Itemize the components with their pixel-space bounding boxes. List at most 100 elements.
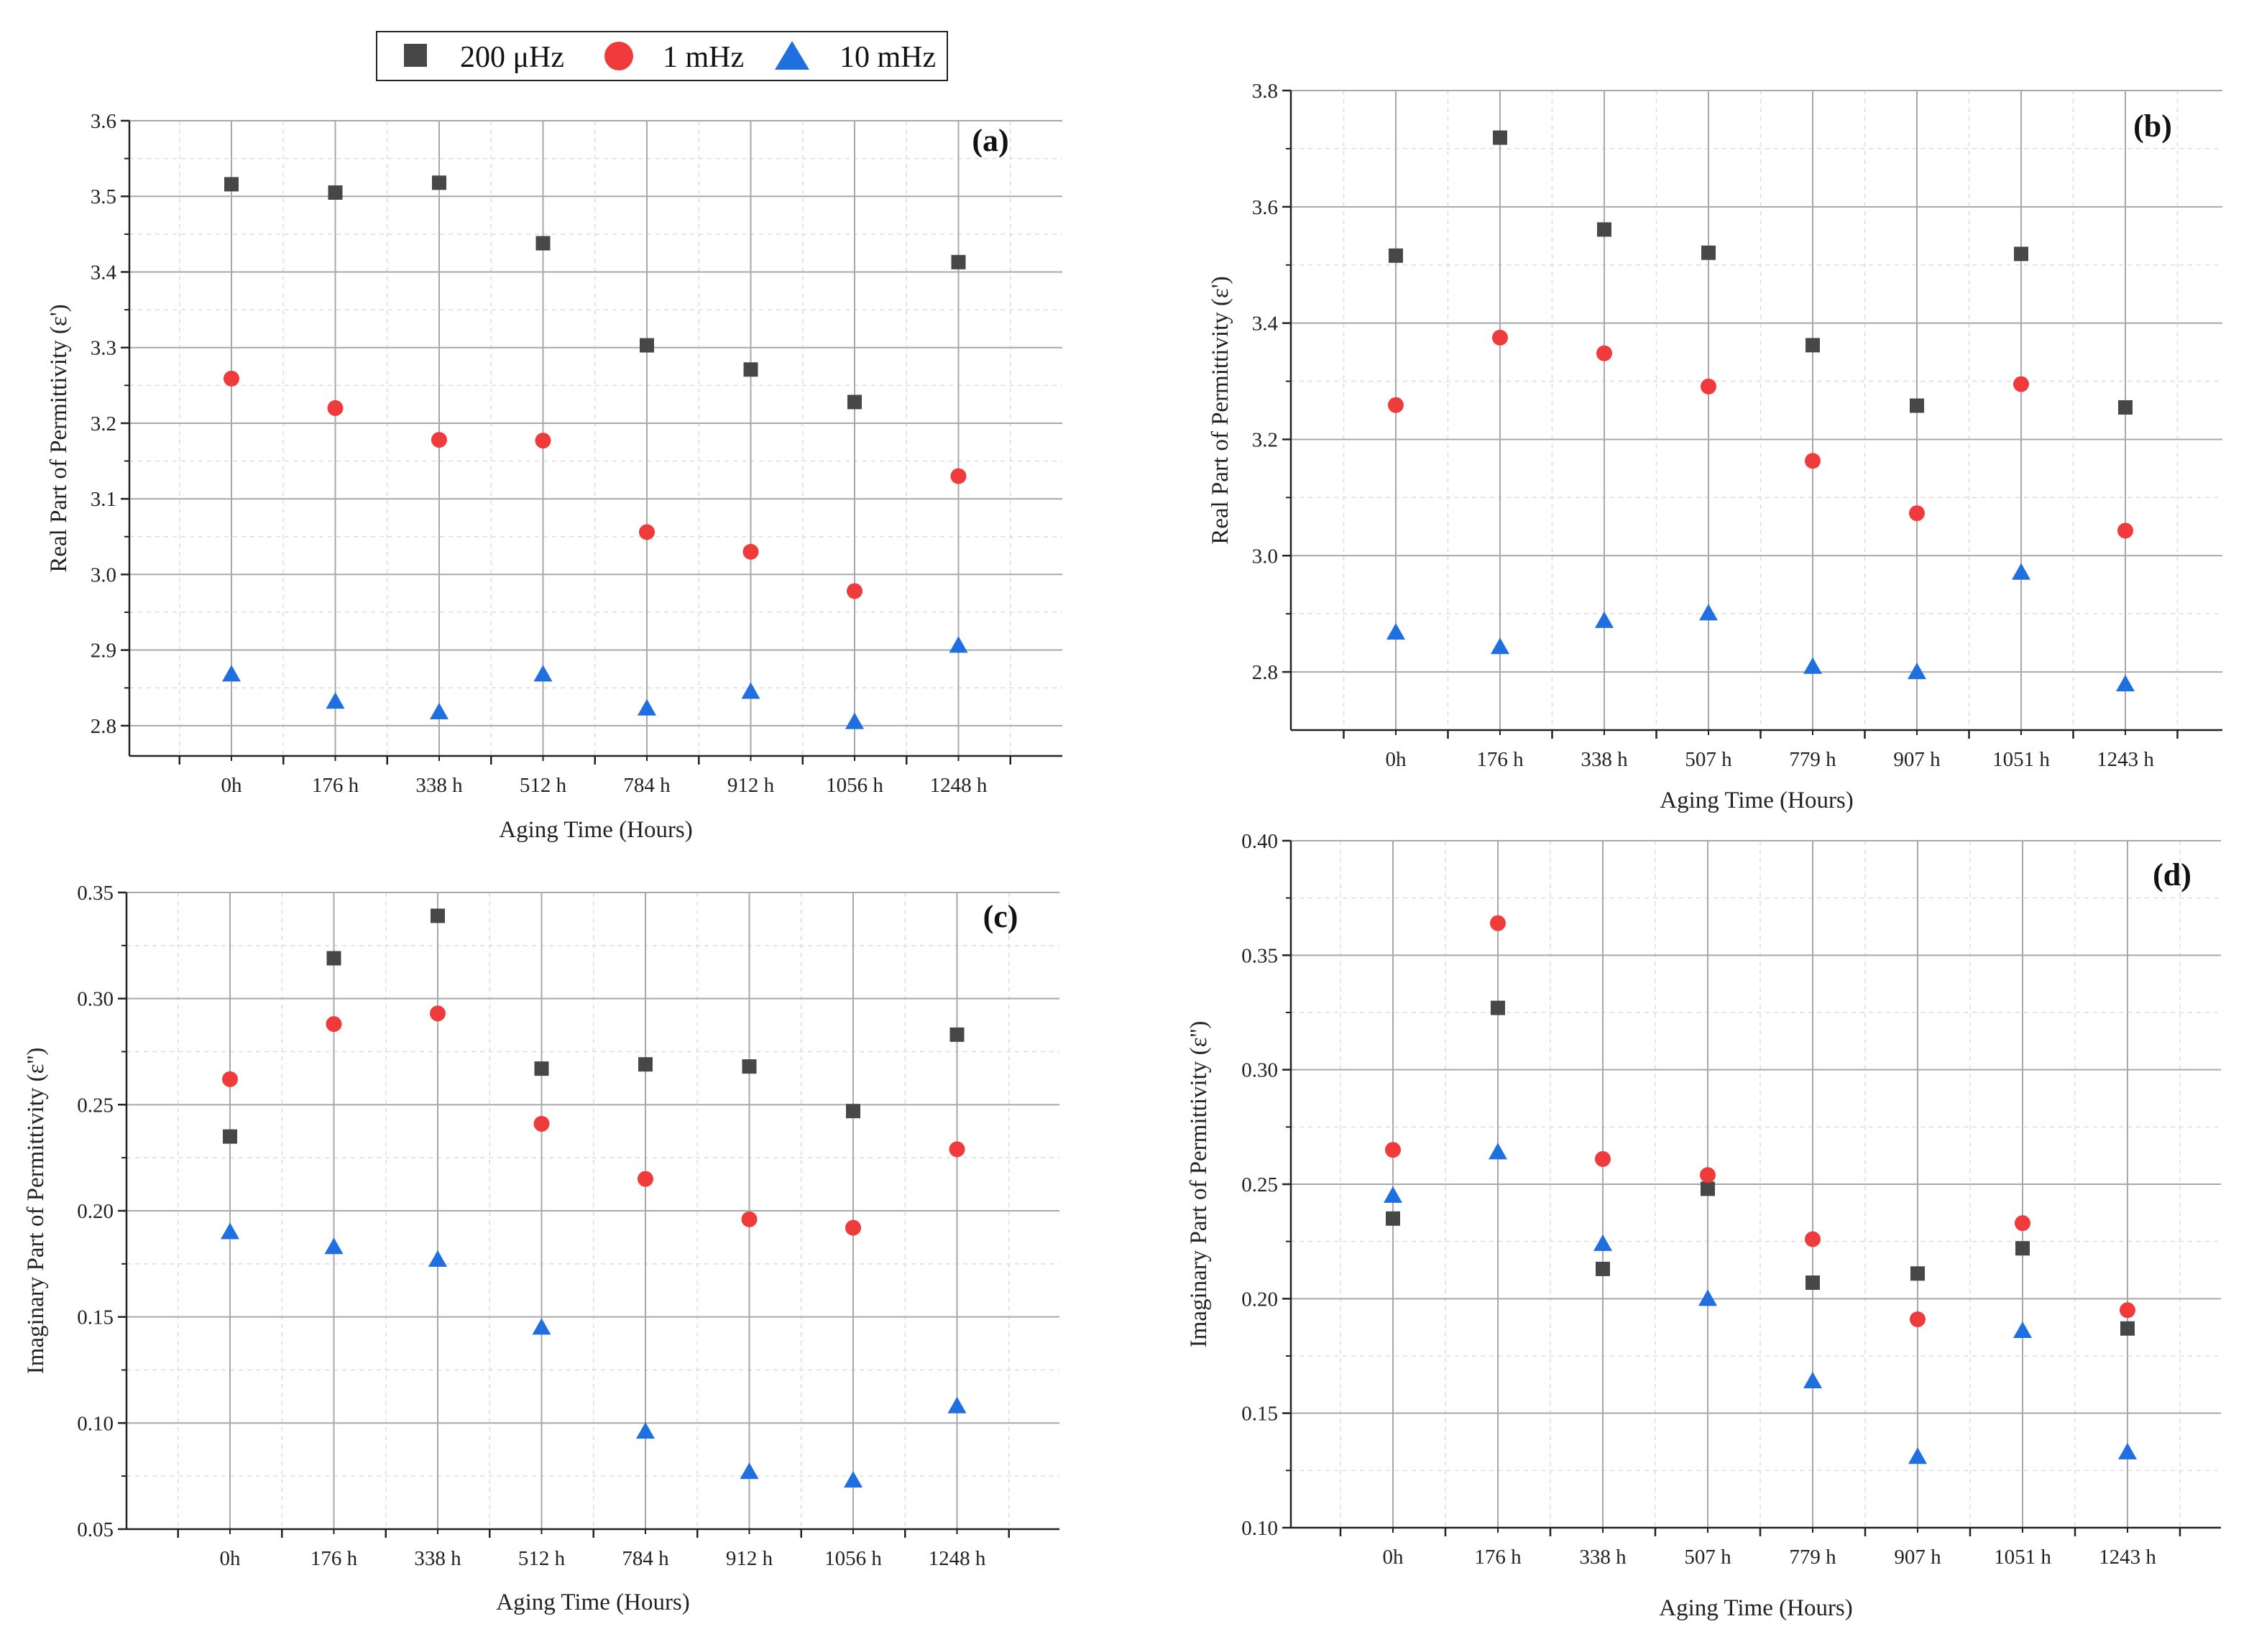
data-point-200-uhz <box>1597 222 1611 237</box>
legend-marker-triangle <box>775 41 809 70</box>
y-tick-label: 0.10 <box>1241 1517 1278 1540</box>
data-point-200-uhz <box>224 177 239 192</box>
y-tick-label: 0.30 <box>1241 1059 1278 1082</box>
x-axis-label: Aging Time (Hours) <box>1660 788 1854 813</box>
y-tick-label: 0.25 <box>1241 1173 1278 1196</box>
data-point-1-mhz <box>222 1071 238 1087</box>
x-tick-label: 1243 h <box>2097 748 2154 771</box>
data-point-10-mhz <box>2012 563 2030 580</box>
data-point-10-mhz <box>222 665 241 682</box>
data-point-10-mhz <box>326 692 345 709</box>
chart-panel-d: 0.10 0.15 0.20 0.25 0.30 0.35 0.40 0h 176 h 338 h… <box>1186 830 2221 1621</box>
data-point-10-mhz <box>221 1222 239 1240</box>
data-point-200-uhz <box>1389 248 1403 263</box>
data-point-10-mhz <box>533 665 553 682</box>
chart-panel-c: 0.05 0.10 0.15 0.20 0.25 0.30 0.35 0h 176 h 338 h… <box>23 882 1059 1615</box>
y-tick-label: 3.2 <box>91 412 116 435</box>
x-tick-label: 912 h <box>726 1547 773 1570</box>
data-point-10-mhz <box>1384 1186 1402 1203</box>
data-point-10-mhz <box>1595 611 1614 628</box>
data-point-1-mhz <box>2117 522 2133 539</box>
y-axis-label: Imaginary Part of Permittivity (ε'') <box>23 1048 49 1375</box>
x-tick-label: 1051 h <box>1992 748 2050 771</box>
data-point-200-uhz <box>2014 246 2028 262</box>
data-point-1-mhz <box>431 432 447 448</box>
x-tick-label: 1248 h <box>929 1547 986 1570</box>
data-point-1-mhz <box>1388 397 1404 413</box>
y-tick-label: 0.05 <box>77 1518 114 1541</box>
data-point-200-uhz <box>638 1057 653 1072</box>
data-point-10-mhz <box>636 1422 655 1439</box>
x-tick-label: 512 h <box>520 774 567 797</box>
data-point-200-uhz <box>534 1061 549 1076</box>
data-point-200-uhz <box>949 1027 965 1042</box>
data-point-200-uhz <box>743 362 758 377</box>
x-tick-label: 507 h <box>1684 1546 1731 1569</box>
data-point-10-mhz <box>1803 1372 1822 1389</box>
data-point-200-uhz <box>847 394 862 410</box>
data-point-1-mhz <box>638 1171 653 1187</box>
data-point-200-uhz <box>1701 1181 1715 1196</box>
y-tick-label: 3.0 <box>91 563 116 586</box>
data-point-200-uhz <box>326 951 341 966</box>
y-tick-label: 0.25 <box>77 1094 114 1117</box>
data-point-1-mhz <box>1490 915 1506 931</box>
data-point-1-mhz <box>1595 1150 1611 1167</box>
x-tick-label: 176 h <box>312 774 359 797</box>
data-point-200-uhz <box>2120 1321 2135 1336</box>
x-tick-label: 176 h <box>310 1547 358 1570</box>
y-tick-label: 3.3 <box>91 337 116 360</box>
x-tick-label: 507 h <box>1685 748 1732 771</box>
x-tick-label: 338 h <box>415 774 463 797</box>
data-point-1-mhz <box>327 400 344 416</box>
data-point-10-mhz <box>2116 675 2135 692</box>
data-point-10-mhz <box>740 1462 759 1480</box>
data-point-10-mhz <box>1489 1143 1507 1160</box>
data-point-1-mhz <box>1385 1142 1401 1158</box>
data-point-1-mhz <box>847 583 862 599</box>
legend-label-1mhz: 1 mHz <box>663 41 744 74</box>
y-tick-label: 3.5 <box>91 185 116 208</box>
y-tick-label: 0.15 <box>77 1306 114 1329</box>
data-point-200-uhz <box>1910 1266 1925 1281</box>
x-tick-label: 784 h <box>623 774 671 797</box>
x-tick-label: 0h <box>1383 1546 1404 1569</box>
data-point-1-mhz <box>535 433 551 449</box>
data-point-10-mhz <box>1803 657 1822 674</box>
data-point-10-mhz <box>638 698 656 716</box>
x-tick-label: 176 h <box>1476 748 1524 771</box>
data-point-1-mhz <box>430 1005 446 1022</box>
y-tick-label: 0.35 <box>1241 944 1278 967</box>
y-tick-label: 0.10 <box>77 1412 114 1435</box>
data-point-10-mhz <box>1908 1447 1927 1464</box>
data-point-1-mhz <box>2013 376 2029 392</box>
data-point-1-mhz <box>639 524 655 540</box>
data-point-1-mhz <box>1492 329 1508 346</box>
data-point-1-mhz <box>533 1115 550 1132</box>
x-tick-label: 338 h <box>1579 1546 1627 1569</box>
y-tick-label: 2.8 <box>1252 661 1278 684</box>
chart-panel-b: 2.8 3.0 3.2 3.4 3.6 3.8 0h 176 h 338 h 507 h 779 h… <box>1208 80 2222 813</box>
data-point-1-mhz <box>1910 1311 1926 1328</box>
data-point-1-mhz <box>1805 1231 1821 1247</box>
data-point-10-mhz <box>324 1237 344 1255</box>
data-point-1-mhz <box>2015 1215 2030 1232</box>
chart-panel-a: 2.8 2.9 3.0 3.1 3.2 3.3 3.4 3.5 3.6 0h 176 h 338 h 5… <box>46 110 1062 843</box>
y-tick-label: 0.15 <box>1241 1403 1278 1426</box>
data-point-1-mhz <box>949 1141 965 1158</box>
y-tick-label: 0.35 <box>77 882 114 905</box>
x-tick-label: 0h <box>221 774 243 797</box>
data-point-10-mhz <box>430 702 448 719</box>
legend-box <box>376 31 948 81</box>
y-tick-label: 3.6 <box>1252 196 1278 219</box>
data-point-10-mhz <box>1491 637 1509 655</box>
x-axis-label: Aging Time (Hours) <box>1659 1595 1853 1621</box>
data-point-200-uhz <box>432 175 446 190</box>
legend: 200 μHz 1 mHz 10 mHz <box>376 31 948 81</box>
legend-label-10mhz: 10 mHz <box>840 41 936 74</box>
data-point-200-uhz <box>223 1129 237 1144</box>
data-point-200-uhz <box>535 236 551 251</box>
data-point-10-mhz <box>1908 663 1926 680</box>
x-tick-label: 907 h <box>1893 748 1941 771</box>
data-point-200-uhz <box>2118 400 2133 415</box>
